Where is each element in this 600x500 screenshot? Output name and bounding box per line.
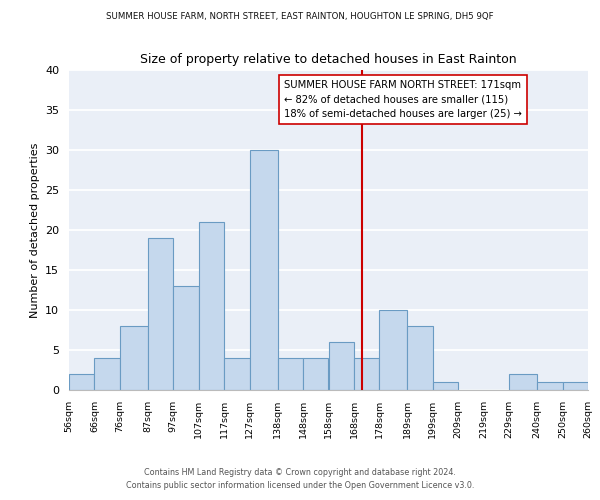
Bar	[173, 286, 199, 390]
Bar	[407, 326, 433, 390]
Text: SUMMER HOUSE FARM, NORTH STREET, EAST RAINTON, HOUGHTON LE SPRING, DH5 9QF: SUMMER HOUSE FARM, NORTH STREET, EAST RA…	[106, 12, 494, 22]
Bar	[224, 358, 250, 390]
Bar	[354, 358, 379, 390]
Text: Contains HM Land Registry data © Crown copyright and database right 2024.
Contai: Contains HM Land Registry data © Crown c…	[126, 468, 474, 490]
Bar	[278, 358, 303, 390]
Text: SUMMER HOUSE FARM NORTH STREET: 171sqm
← 82% of detached houses are smaller (115: SUMMER HOUSE FARM NORTH STREET: 171sqm ←…	[284, 80, 522, 119]
Bar	[199, 222, 224, 390]
Bar	[563, 382, 588, 390]
Bar	[537, 382, 563, 390]
Bar	[379, 310, 407, 390]
Bar	[303, 358, 329, 390]
Y-axis label: Number of detached properties: Number of detached properties	[29, 142, 40, 318]
Bar	[148, 238, 173, 390]
Bar	[94, 358, 120, 390]
Bar	[509, 374, 537, 390]
Bar	[250, 150, 278, 390]
Title: Size of property relative to detached houses in East Rainton: Size of property relative to detached ho…	[140, 53, 517, 66]
Bar	[120, 326, 148, 390]
Bar	[69, 374, 94, 390]
Bar	[433, 382, 458, 390]
Bar	[329, 342, 354, 390]
